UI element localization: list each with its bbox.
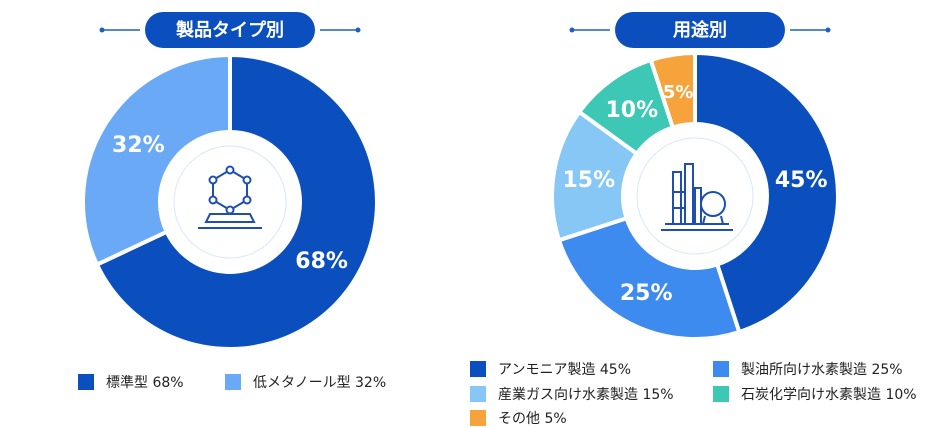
slice-value-labels: 68% 32% 45% 25% 15% 10%5% xyxy=(112,82,827,306)
title-deco-dot xyxy=(99,27,105,33)
title-deco-dot xyxy=(569,27,575,33)
slice-value-label: 45% xyxy=(775,168,828,193)
chart-2-title-pill xyxy=(615,12,785,48)
donut-slice xyxy=(81,52,232,268)
chart-2-title: 用途別 xyxy=(673,19,727,41)
chart-1-title: 製品タイプ別 xyxy=(175,19,284,41)
chart-2-title-group: 用途別 xyxy=(569,12,831,48)
legend-swatch xyxy=(470,361,486,377)
slice-value-label: 25% xyxy=(620,281,673,306)
legend-swatch xyxy=(225,374,241,390)
donut-center-disc xyxy=(173,145,287,259)
legend-label: その他 5% xyxy=(498,411,567,427)
chart-1-title-pill xyxy=(145,12,315,48)
donut-slice xyxy=(94,52,379,351)
legend-swatch xyxy=(713,386,729,402)
slice-value-label: 68% xyxy=(295,249,348,274)
legend-item: 製油所向け水素製造 25% xyxy=(713,359,903,379)
legend-label: 産業ガス向け水素製造 15% xyxy=(498,387,674,403)
legend-item: 標準型 68% xyxy=(78,372,184,392)
legend-item: 産業ガス向け水素製造 15% xyxy=(470,384,674,404)
legend-item: アンモニア製造 45% xyxy=(470,359,631,379)
chart-2-slices xyxy=(550,50,840,341)
legend-swatch xyxy=(78,374,94,390)
legend-label: 低メタノール型 32% xyxy=(253,375,387,391)
legend-item: 石炭化学向け水素製造 10% xyxy=(713,384,917,404)
legend-label: 製油所向け水素製造 25% xyxy=(741,362,903,378)
slice-value-label: 10% xyxy=(605,98,658,123)
donut-slice xyxy=(648,50,697,131)
chart-1-slices xyxy=(81,52,379,351)
donut-slice xyxy=(693,50,840,335)
slice-value-label: 5% xyxy=(663,82,694,103)
title-deco-dot xyxy=(825,27,831,33)
legend-swatch xyxy=(470,386,486,402)
legend-label: アンモニア製造 45% xyxy=(498,362,632,378)
chart-1-title-group: 製品タイプ別 xyxy=(99,12,361,48)
slice-value-label: 32% xyxy=(112,133,165,158)
legend-label: 標準型 68% xyxy=(106,375,184,391)
refinery-plant-icon xyxy=(661,163,733,231)
legend-label: 石炭化学向け水素製造 10% xyxy=(741,387,917,403)
legend-item: その他 5% xyxy=(470,408,567,428)
donut-slice xyxy=(556,215,742,341)
title-deco-dot xyxy=(355,27,361,33)
legend-item: 低メタノール型 32% xyxy=(225,372,386,392)
legend-swatch xyxy=(713,361,729,377)
hexagon-molecule-icon xyxy=(198,165,262,229)
legend-swatch xyxy=(470,410,486,426)
slice-value-label: 15% xyxy=(562,168,615,193)
